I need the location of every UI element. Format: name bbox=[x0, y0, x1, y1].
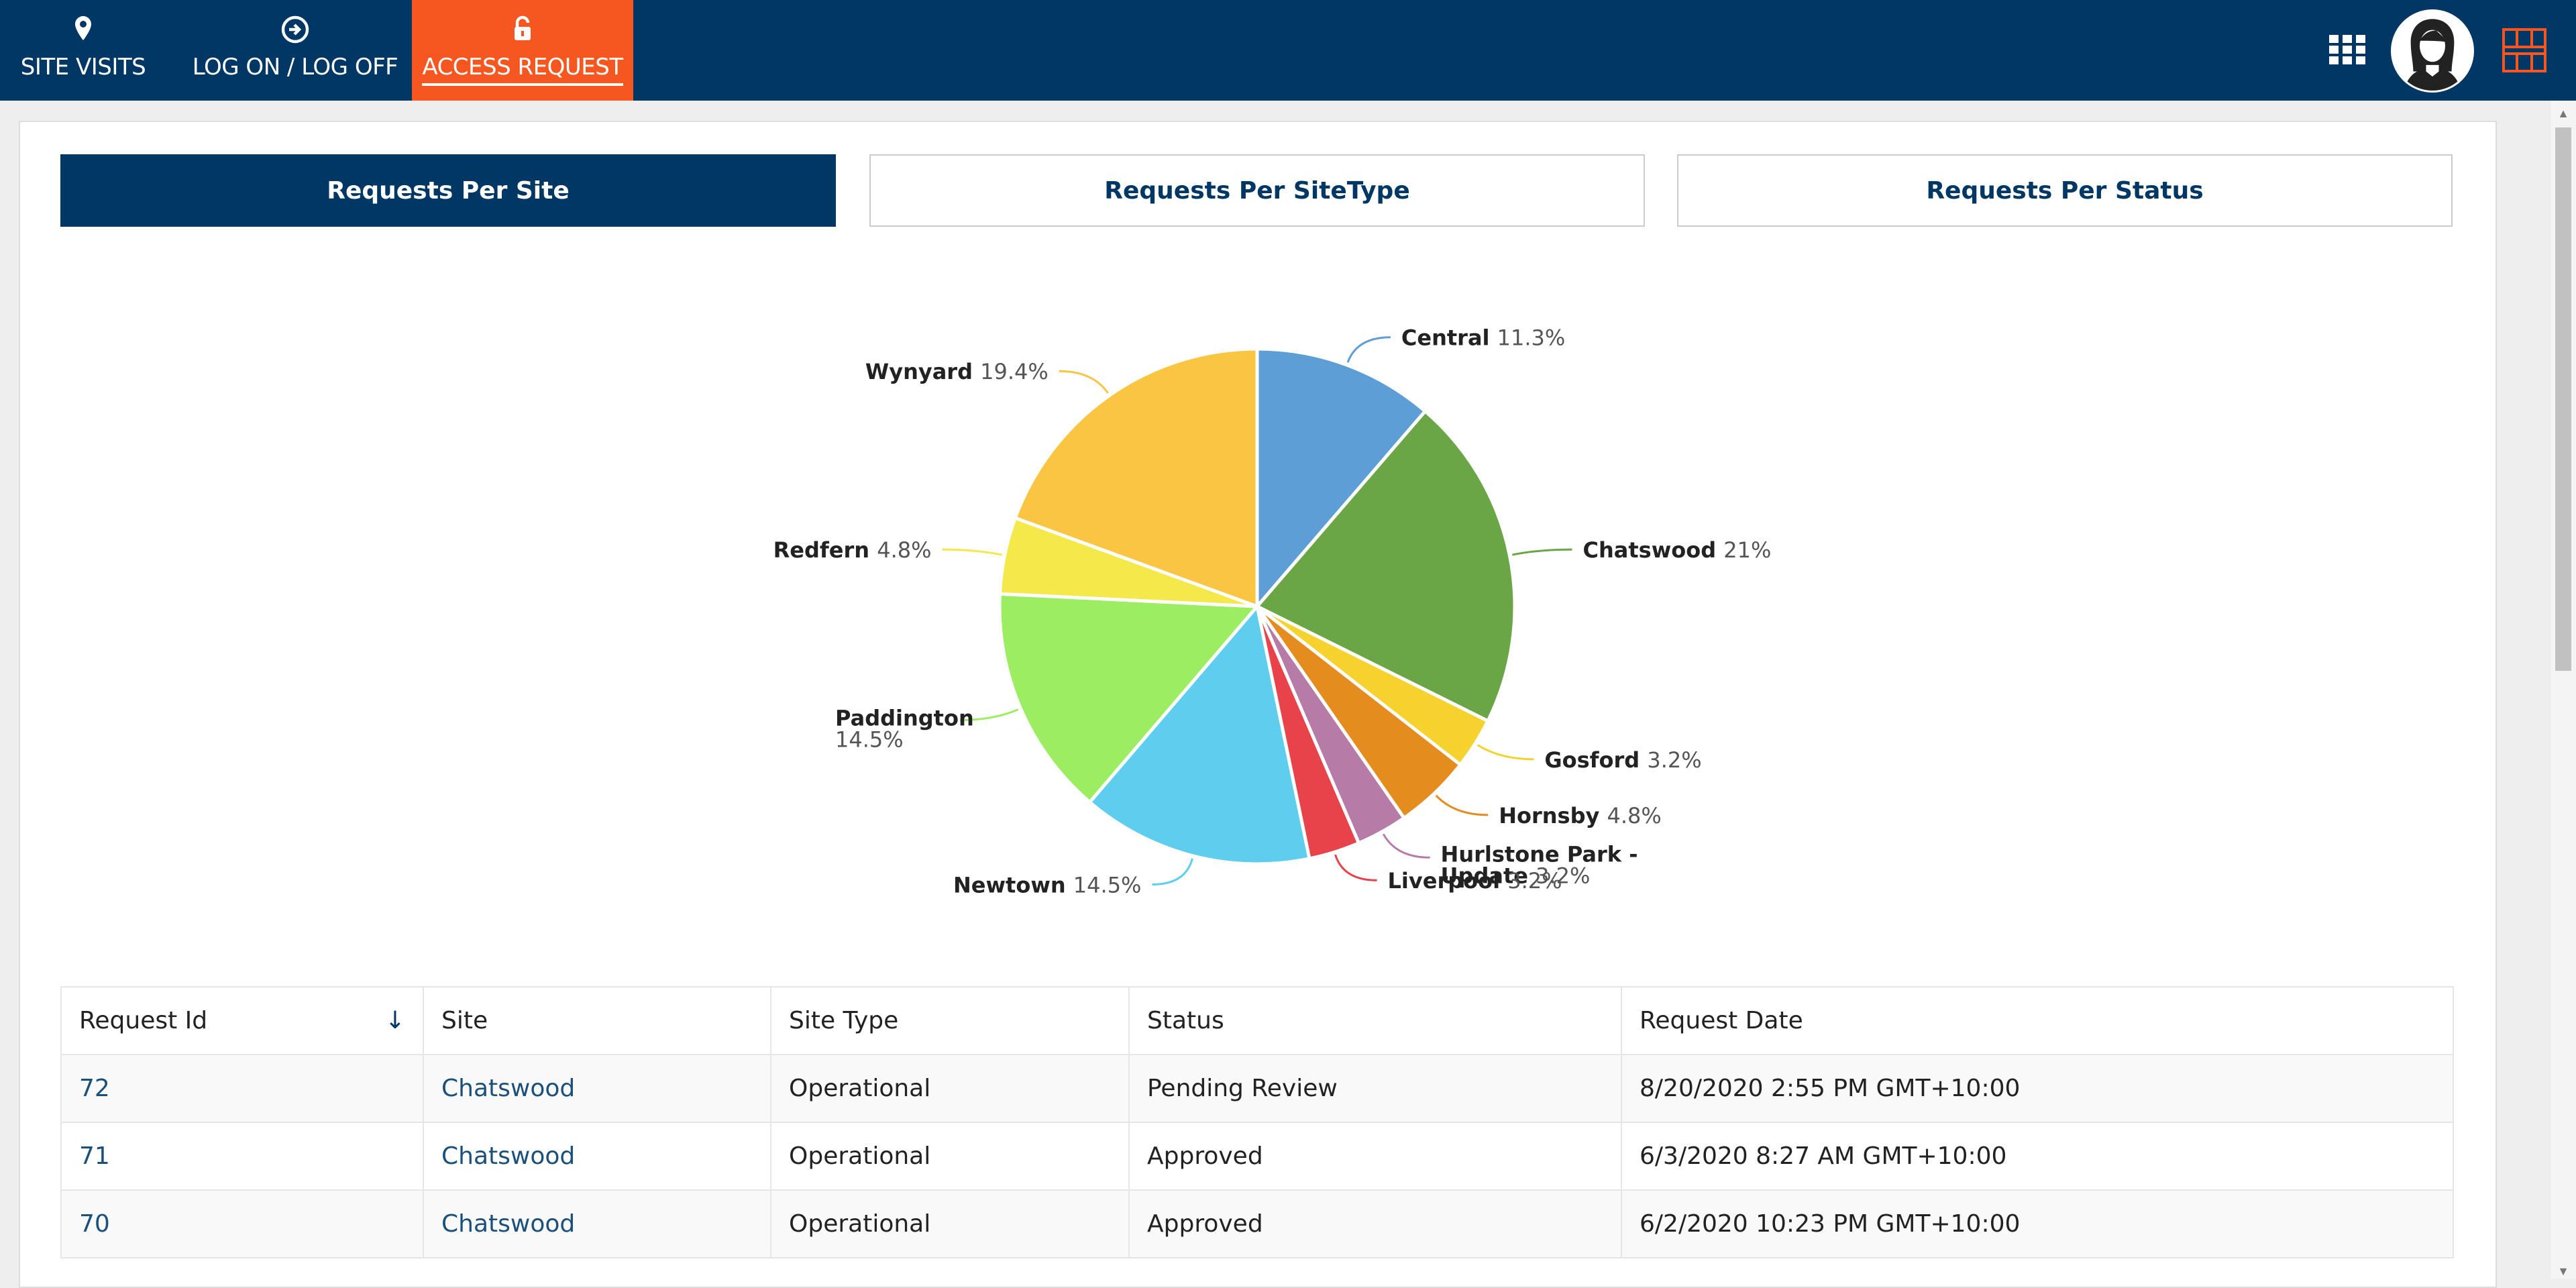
site-type-cell: Operational bbox=[770, 1122, 1130, 1191]
nav-label: LOG ON / LOG OFF bbox=[192, 54, 398, 80]
apps-grid-icon[interactable] bbox=[2328, 34, 2367, 66]
request-date-cell: 6/3/2020 8:27 AM GMT+10:00 bbox=[1621, 1122, 2454, 1191]
request-id-link[interactable]: 72 bbox=[60, 1054, 424, 1123]
site-link[interactable]: Chatswood bbox=[423, 1189, 771, 1258]
column-header-label: Request Id bbox=[79, 1007, 208, 1034]
sort-down-icon[interactable]: ↓ bbox=[384, 1007, 405, 1034]
nav-label: ACCESS REQUEST bbox=[422, 54, 623, 86]
scroll-down-icon[interactable]: ▼ bbox=[2557, 1265, 2569, 1278]
user-avatar[interactable] bbox=[2391, 9, 2474, 93]
status-cell: Approved bbox=[1128, 1122, 1622, 1191]
column-header-site[interactable]: Site bbox=[423, 986, 771, 1055]
requests-table: Request Id ↓ Site Site Type Status Reque… bbox=[60, 986, 2454, 1258]
arrow-circle-icon bbox=[281, 15, 309, 44]
unlock-icon bbox=[515, 15, 531, 40]
column-header-site-type[interactable]: Site Type bbox=[770, 986, 1130, 1055]
request-id-link[interactable]: 71 bbox=[60, 1122, 424, 1191]
column-header-request-date[interactable]: Request Date bbox=[1621, 986, 2454, 1055]
request-date-cell: 6/2/2020 10:23 PM GMT+10:00 bbox=[1621, 1189, 2454, 1258]
column-header-status[interactable]: Status bbox=[1128, 986, 1622, 1055]
status-cell: Approved bbox=[1128, 1189, 1622, 1258]
site-type-cell: Operational bbox=[770, 1054, 1130, 1123]
site-link[interactable]: Chatswood bbox=[423, 1122, 771, 1191]
status-cell: Pending Review bbox=[1128, 1054, 1622, 1123]
tab-requests-per-site[interactable]: Requests Per Site bbox=[60, 154, 836, 227]
scroll-up-icon[interactable]: ▲ bbox=[2557, 107, 2569, 120]
scrollbar-thumb[interactable] bbox=[2555, 127, 2571, 671]
nav-site-visits[interactable]: SITE VISITS bbox=[12, 0, 154, 101]
pie-slice-newtown[interactable] bbox=[1087, 602, 1311, 866]
site-type-cell: Operational bbox=[770, 1189, 1130, 1258]
nav-access-request[interactable]: ACCESS REQUEST bbox=[412, 0, 633, 101]
brand-logo bbox=[2502, 28, 2546, 72]
tab-requests-per-status[interactable]: Requests Per Status bbox=[1677, 154, 2453, 227]
pie-slice-central[interactable] bbox=[1255, 347, 1428, 611]
top-nav-bar: SITE VISITS LOG ON / LOG OFF ACCESS REQU… bbox=[0, 0, 2576, 101]
user-avatar-icon bbox=[2393, 11, 2472, 91]
table-row[interactable]: 71 Chatswood Operational Approved 6/3/20… bbox=[60, 1122, 2454, 1191]
pie-slice-chatswood[interactable] bbox=[1254, 409, 1517, 724]
request-date-cell: 8/20/2020 2:55 PM GMT+10:00 bbox=[1621, 1054, 2454, 1123]
table-row[interactable]: 72 Chatswood Operational Pending Review … bbox=[60, 1054, 2454, 1123]
pie-slice-paddington[interactable] bbox=[998, 592, 1261, 805]
map-pin-icon bbox=[75, 16, 91, 40]
request-id-link[interactable]: 70 bbox=[60, 1189, 424, 1258]
pie-slice-wynyard[interactable] bbox=[1013, 347, 1259, 609]
column-header-request-id[interactable]: Request Id ↓ bbox=[60, 986, 424, 1055]
table-header-row: Request Id ↓ Site Site Type Status Reque… bbox=[60, 986, 2454, 1055]
page-scrollbar[interactable]: ▲ ▼ bbox=[2551, 101, 2576, 1279]
tab-requests-per-sitetype[interactable]: Requests Per SiteType bbox=[869, 154, 1645, 227]
table-row[interactable]: 70 Chatswood Operational Approved 6/2/20… bbox=[60, 1189, 2454, 1258]
nav-label: SITE VISITS bbox=[20, 54, 146, 80]
nav-log-on-log-off[interactable]: LOG ON / LOG OFF bbox=[188, 0, 402, 101]
site-link[interactable]: Chatswood bbox=[423, 1054, 771, 1123]
